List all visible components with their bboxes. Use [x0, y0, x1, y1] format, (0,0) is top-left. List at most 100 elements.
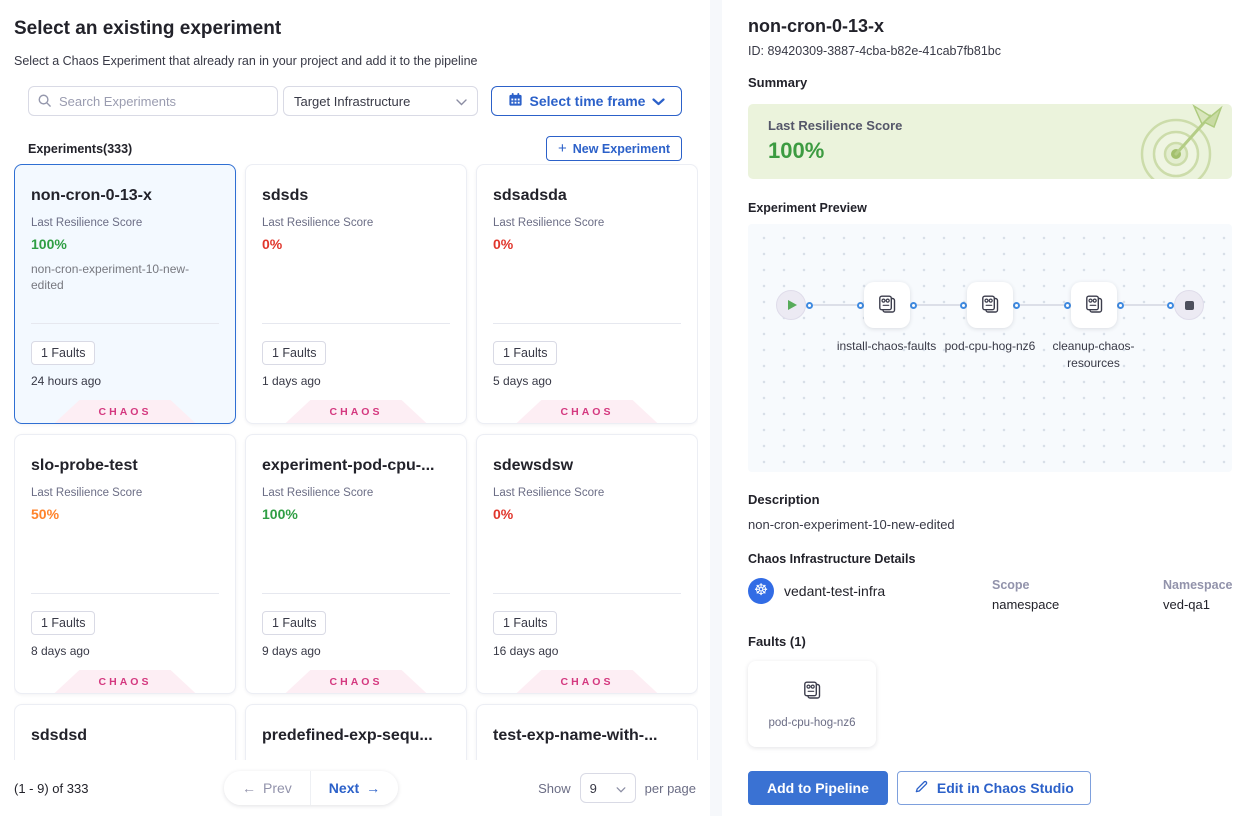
banner-score-value: 100%: [768, 138, 825, 163]
stop-icon: [1184, 300, 1194, 310]
connector-port-icon: [909, 301, 917, 309]
new-experiment-button[interactable]: + New Experiment: [545, 136, 682, 161]
chevron-down-icon: [652, 93, 666, 109]
last-run-time: 8 days ago: [31, 644, 90, 658]
add-to-pipeline-button[interactable]: Add to Pipeline: [748, 771, 888, 805]
fault-name: pod-cpu-hog-nz6: [768, 717, 856, 729]
pipeline: install-chaos-faults pod-cpu-hog-nz6 clean…: [776, 282, 1204, 370]
experiment-card[interactable]: sdewsdsw Last Resilience Score 0% 1 Faul…: [476, 434, 698, 694]
chaos-ribbon: CHAOS: [285, 400, 427, 423]
show-label: Show: [538, 780, 571, 796]
scope-label: Scope: [992, 578, 1030, 592]
edit-in-chaos-studio-label: Edit in Chaos Studio: [936, 780, 1074, 796]
page-size-value: 9: [589, 780, 597, 796]
last-run-time: 24 hours ago: [31, 374, 102, 388]
chaos-ribbon-label: CHAOS: [560, 405, 614, 418]
experiment-preview-canvas[interactable]: install-chaos-faults pod-cpu-hog-nz6 clean…: [748, 224, 1232, 472]
pipeline-step-node[interactable]: pod-cpu-hog-nz6: [945, 282, 1035, 353]
resilience-score-value: 100%: [31, 236, 67, 252]
search-input[interactable]: [28, 86, 278, 116]
connector-line: [813, 304, 857, 306]
namespace-value: ved-qa1: [1163, 597, 1210, 612]
last-run-time: 5 days ago: [493, 374, 552, 388]
resilience-score-label: Last Resilience Score: [493, 487, 605, 499]
connector-port-icon: [856, 301, 864, 309]
last-run-time: 9 days ago: [262, 644, 321, 658]
experiment-card-title: predefined-exp-sequ...: [262, 727, 433, 744]
page-size-select[interactable]: 9: [579, 773, 636, 803]
pagination-bar: (1 - 9) of 333 ← Prev Next → Show 9: [0, 760, 710, 816]
prev-page-button[interactable]: ← Prev: [224, 771, 311, 805]
card-divider: [31, 323, 219, 324]
experiment-card[interactable]: sdsadsda Last Resilience Score 0% 1 Faul…: [476, 164, 698, 424]
faults-heading: Faults (1): [748, 634, 806, 649]
description-heading: Description: [748, 492, 820, 507]
connector-port-icon: [1013, 301, 1020, 309]
chaos-ribbon: CHAOS: [285, 670, 427, 693]
pipeline-step-node[interactable]: cleanup-chaos-resources: [1052, 282, 1135, 370]
new-experiment-label: New Experiment: [572, 141, 670, 156]
pipeline-step-node[interactable]: install-chaos-faults: [837, 282, 936, 353]
search-icon: [37, 93, 52, 113]
pager: ← Prev Next →: [224, 771, 399, 805]
infrastructure-name: vedant-test-infra: [784, 583, 886, 599]
experiment-card[interactable]: sdsds Last Resilience Score 0% 1 Faults …: [245, 164, 467, 424]
per-page-label: per page: [644, 780, 696, 796]
search-box: [28, 86, 278, 116]
scope-value: namespace: [992, 597, 1060, 612]
detail-title: non-cron-0-13-x: [748, 16, 885, 36]
summary-heading: Summary: [748, 75, 808, 90]
chevron-down-icon: [456, 94, 467, 109]
chaos-ribbon: CHAOS: [54, 670, 196, 693]
fault-card[interactable]: pod-cpu-hog-nz6: [748, 661, 876, 747]
last-run-time: 16 days ago: [493, 644, 559, 658]
description-value: non-cron-experiment-10-new-edited: [748, 517, 955, 532]
prev-label: Prev: [263, 780, 292, 796]
play-icon: [787, 300, 797, 310]
faults-list: pod-cpu-hog-nz6: [748, 661, 1232, 747]
infrastructure-heading: Chaos Infrastructure Details: [748, 552, 916, 566]
page-range: (1 - 9) of 333: [14, 780, 89, 796]
pipeline-connector: [1013, 301, 1071, 309]
experiment-preview-heading: Experiment Preview: [748, 201, 867, 215]
experiments-count: Experiments(333): [28, 141, 133, 156]
faults-badge: 1 Faults: [262, 341, 327, 365]
target-infrastructure-select[interactable]: Target Infrastructure: [283, 86, 478, 116]
edit-in-chaos-studio-button[interactable]: Edit in Chaos Studio: [896, 771, 1091, 805]
fault-step-icon: [863, 282, 910, 328]
connector-port-icon: [1167, 301, 1174, 309]
faults-badge: 1 Faults: [493, 341, 558, 365]
fault-step-icon: [1070, 282, 1117, 328]
experiment-card-title: slo-probe-test: [31, 457, 138, 474]
card-divider: [31, 593, 219, 594]
arrow-right-icon: →: [366, 780, 381, 796]
experiment-card-title: sdsds: [262, 187, 309, 204]
experiment-card[interactable]: non-cron-0-13-x Last Resilience Score 10…: [14, 164, 236, 424]
pipeline-connector: [1116, 301, 1174, 309]
connector-line: [1020, 304, 1064, 306]
resilience-score-label: Last Resilience Score: [262, 217, 374, 229]
chaos-ribbon-label: CHAOS: [329, 675, 383, 688]
chaos-ribbon-label: CHAOS: [98, 405, 152, 418]
select-time-frame-button[interactable]: Select time frame: [491, 86, 682, 116]
banner-score-label: Last Resilience Score: [768, 118, 903, 133]
page-subtitle: Select a Chaos Experiment that already r…: [14, 54, 478, 68]
next-page-button[interactable]: Next →: [310, 771, 399, 805]
faults-badge: 1 Faults: [262, 611, 327, 635]
resilience-score-label: Last Resilience Score: [31, 487, 143, 499]
select-time-frame-label: Select time frame: [529, 93, 646, 109]
resilience-score-label: Last Resilience Score: [262, 487, 374, 499]
connector-port-icon: [1116, 301, 1124, 309]
chaos-ribbon: CHAOS: [54, 400, 196, 423]
connector-port-icon: [806, 301, 813, 309]
experiment-card-title: sdsdsd: [31, 727, 88, 744]
experiment-card[interactable]: experiment-pod-cpu-... Last Resilience S…: [245, 434, 467, 694]
arrow-left-icon: ←: [242, 780, 256, 796]
experiment-card-title: sdsadsda: [493, 187, 567, 204]
resilience-score-label: Last Resilience Score: [31, 217, 143, 229]
experiment-card[interactable]: slo-probe-test Last Resilience Score 50%…: [14, 434, 236, 694]
chaos-ribbon-label: CHAOS: [98, 675, 152, 688]
pipeline-start-node: [776, 290, 806, 320]
experiment-card-title: sdewsdsw: [493, 457, 574, 474]
